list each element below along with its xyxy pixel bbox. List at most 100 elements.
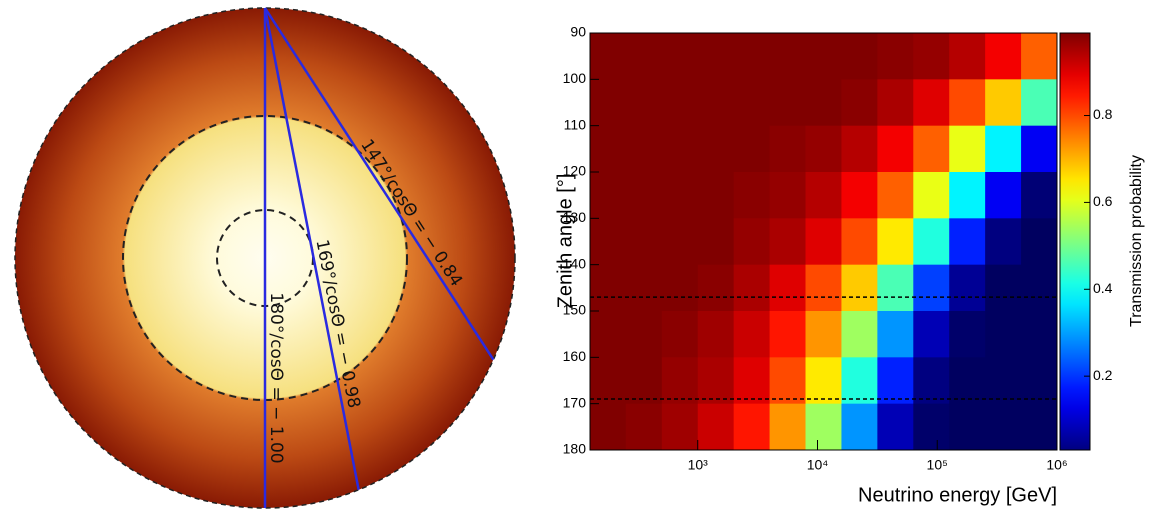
heat-cell bbox=[985, 357, 1022, 405]
heat-cell bbox=[949, 218, 986, 266]
heat-cell bbox=[805, 33, 842, 80]
heat-cell bbox=[877, 33, 914, 80]
y-tick-label: 180 bbox=[563, 441, 587, 457]
heat-cell bbox=[913, 33, 950, 80]
colorbar-label: Transmission probability bbox=[1128, 155, 1145, 327]
heat-cell bbox=[769, 79, 806, 127]
heat-cell bbox=[625, 311, 663, 358]
heat-cell bbox=[769, 172, 806, 219]
heat-cell bbox=[985, 311, 1022, 358]
heat-cell bbox=[733, 125, 770, 173]
heat-cell bbox=[697, 218, 735, 266]
heat-cell bbox=[985, 403, 1022, 451]
heat-cell bbox=[805, 125, 842, 173]
heat-cell bbox=[733, 264, 770, 312]
colorbar-tick-label: 0.4 bbox=[1093, 280, 1113, 296]
heat-cell bbox=[841, 218, 878, 266]
heat-cell bbox=[1021, 218, 1058, 266]
heat-cell bbox=[877, 357, 914, 405]
heat-cell bbox=[877, 79, 914, 127]
heat-cell bbox=[733, 33, 770, 80]
heat-cell bbox=[1021, 33, 1058, 80]
heat-cell bbox=[661, 172, 699, 219]
heat-cell bbox=[769, 403, 806, 451]
heat-cell bbox=[661, 218, 699, 266]
colorbar-tick-label: 0.8 bbox=[1093, 106, 1113, 122]
heat-cell bbox=[949, 357, 986, 405]
heat-cell bbox=[769, 357, 806, 405]
heat-cell bbox=[590, 218, 627, 266]
heat-cell bbox=[841, 125, 878, 173]
y-axis-label: Zenith angle [°] bbox=[554, 174, 576, 309]
heat-cell bbox=[985, 79, 1022, 127]
heat-cell bbox=[877, 172, 914, 219]
heat-cell bbox=[697, 311, 735, 358]
heat-cell bbox=[805, 264, 842, 312]
heat-cell bbox=[661, 264, 699, 312]
heat-cell bbox=[697, 33, 735, 80]
heat-cell bbox=[590, 311, 627, 358]
heat-cell bbox=[697, 403, 735, 451]
heat-cell bbox=[805, 311, 842, 358]
heat-cell bbox=[1021, 79, 1058, 127]
y-tick-label: 90 bbox=[570, 24, 586, 40]
heat-cell bbox=[661, 357, 699, 405]
heat-cell bbox=[985, 264, 1022, 312]
x-tick-label: 10⁶ bbox=[1046, 457, 1067, 473]
heat-cell bbox=[769, 311, 806, 358]
heat-cell bbox=[625, 33, 663, 80]
heat-cell bbox=[625, 403, 663, 451]
heat-cell bbox=[733, 172, 770, 219]
heat-cell bbox=[1021, 311, 1058, 358]
heat-cell bbox=[590, 79, 627, 127]
heat-cell bbox=[913, 403, 950, 451]
y-tick-label: 160 bbox=[563, 348, 587, 364]
heat-cell bbox=[661, 33, 699, 80]
heat-cell bbox=[1021, 172, 1058, 219]
colorbar-tick-label: 0.2 bbox=[1093, 367, 1113, 383]
heat-cell bbox=[877, 218, 914, 266]
y-tick-label: 150 bbox=[563, 302, 587, 318]
heat-cell bbox=[697, 79, 735, 127]
heat-cell bbox=[590, 403, 627, 451]
heat-cell bbox=[590, 264, 627, 312]
heat-cell bbox=[625, 264, 663, 312]
heat-cell bbox=[949, 172, 986, 219]
heat-cell bbox=[1021, 264, 1058, 312]
chord-label: 180°/cosΘ = − 1.00 bbox=[266, 292, 286, 463]
heat-cell bbox=[697, 125, 735, 173]
heat-cell bbox=[841, 172, 878, 219]
x-tick-label: 10⁴ bbox=[807, 457, 829, 473]
y-tick-label: 120 bbox=[563, 163, 587, 179]
colorbar bbox=[1059, 32, 1091, 451]
heat-cell bbox=[877, 264, 914, 312]
y-tick-label: 100 bbox=[563, 70, 587, 86]
heat-cell bbox=[805, 403, 842, 451]
heat-cell bbox=[949, 403, 986, 451]
heat-cell bbox=[841, 79, 878, 127]
heat-cell bbox=[841, 357, 878, 405]
heat-cell bbox=[949, 79, 986, 127]
heat-cell bbox=[697, 172, 735, 219]
heat-cell bbox=[733, 403, 770, 451]
heat-cell bbox=[841, 264, 878, 312]
heat-cell bbox=[661, 311, 699, 358]
y-tick-label: 170 bbox=[563, 394, 587, 410]
heat-cell bbox=[661, 79, 699, 127]
heat-cell bbox=[913, 79, 950, 127]
heat-cell bbox=[913, 264, 950, 312]
chord bbox=[263, 7, 360, 491]
heat-cell bbox=[913, 218, 950, 266]
heat-cell bbox=[805, 79, 842, 127]
heat-cell bbox=[985, 172, 1022, 219]
heat-cell bbox=[661, 125, 699, 173]
heat-cell bbox=[590, 172, 627, 219]
heat-cell bbox=[877, 125, 914, 173]
heat-cell bbox=[805, 357, 842, 405]
heat-cell bbox=[913, 311, 950, 358]
heat-cell bbox=[805, 172, 842, 219]
heat-cell bbox=[661, 403, 699, 451]
heat-cell bbox=[625, 172, 663, 219]
heat-cell bbox=[733, 311, 770, 358]
colorbar-tick-label: 0.6 bbox=[1093, 193, 1113, 209]
